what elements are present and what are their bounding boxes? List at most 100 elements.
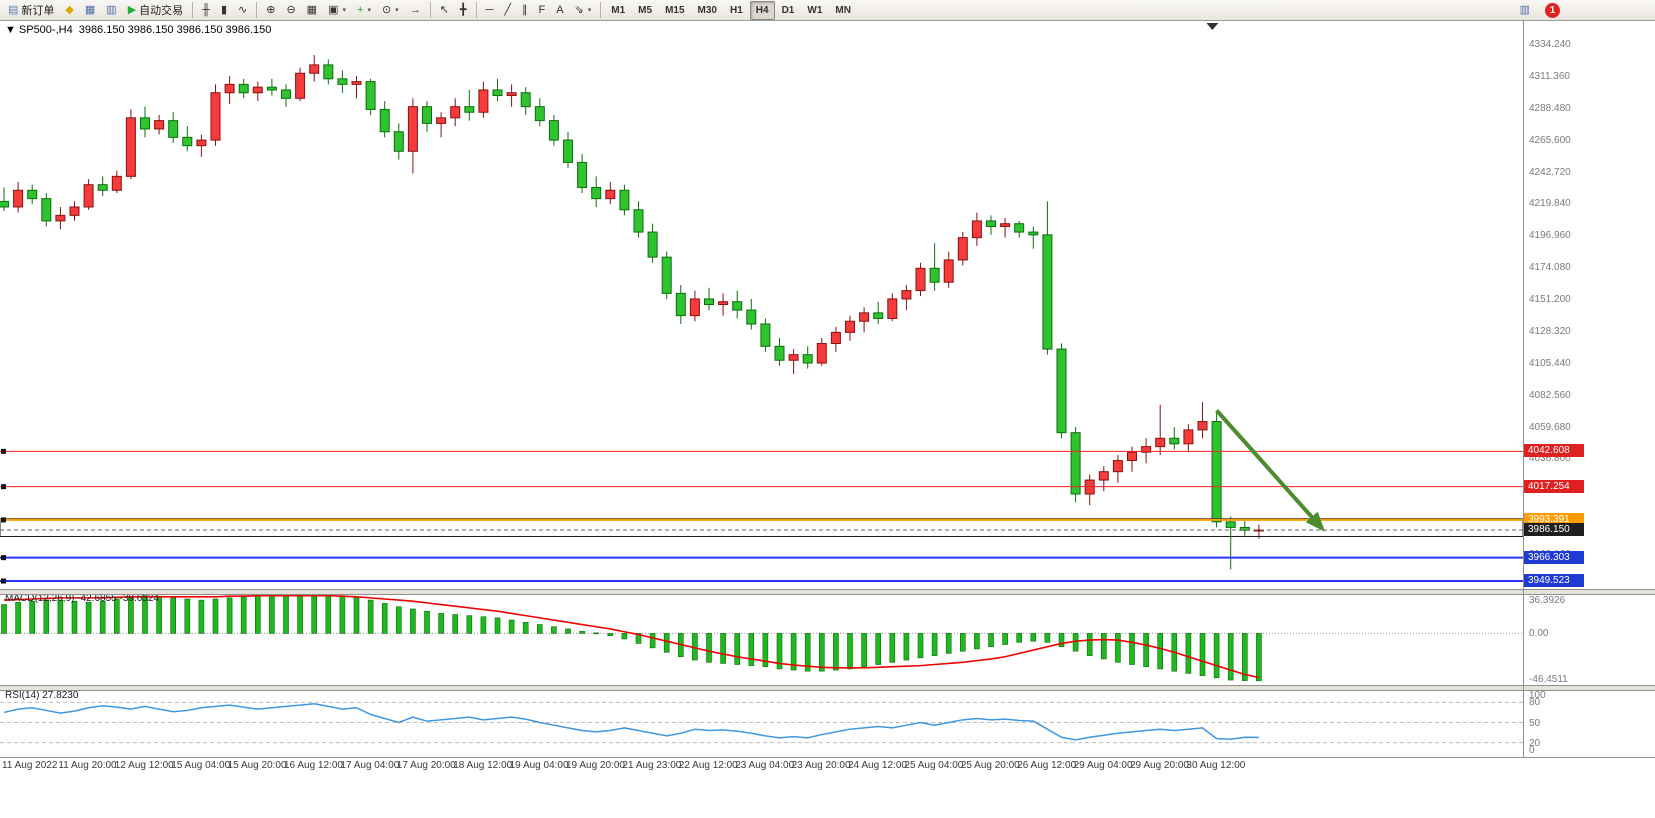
time-label: 23 Aug 20:00: [791, 760, 851, 771]
collapse-icon[interactable]: ▼: [5, 24, 16, 36]
candle-body: [675, 292, 686, 317]
macd-histogram-bar: [297, 593, 303, 634]
macd-histogram-bar: [99, 600, 106, 634]
tf-button-w1[interactable]: W1: [807, 4, 823, 16]
price-label: 4334.240: [1529, 39, 1571, 51]
text-icon[interactable]: A: [551, 0, 568, 20]
candlestick-chart-icon[interactable]: ▮: [216, 0, 232, 20]
macd-histogram-bar: [410, 608, 416, 634]
candle-body: [788, 354, 799, 361]
arrange-windows-icon[interactable]: ▣ ▾: [323, 0, 351, 20]
macd-histogram-bar: [339, 595, 346, 634]
auto-trading-button[interactable]: ▶ 自动交易: [123, 0, 188, 20]
dropdown-arrow-icon[interactable]: ▾: [587, 7, 592, 14]
price-zone-rectangle[interactable]: [0, 518, 1524, 537]
hlines-layer[interactable]: [0, 448, 1523, 584]
price-label: 4288.480: [1529, 102, 1571, 114]
candle-body: [422, 106, 432, 124]
tf-button-m5[interactable]: M5: [638, 4, 653, 16]
tf-button-d1[interactable]: D1: [781, 4, 795, 16]
horizontal-line-icon[interactable]: ─: [481, 0, 499, 20]
tile-windows-icon[interactable]: ▦: [302, 0, 322, 20]
candle-body: [154, 120, 165, 130]
arrows-icon[interactable]: ⇘ ▾: [570, 0, 597, 20]
rsi-scale-label: 100: [1529, 690, 1546, 701]
price-axis-border: [1523, 21, 1524, 757]
macd-histogram-bar: [1115, 633, 1121, 663]
period-icon[interactable]: ⊙ ▾: [377, 0, 404, 20]
notification-badge[interactable]: 1: [1545, 3, 1560, 18]
chart-shift-marker[interactable]: [1206, 23, 1219, 30]
market-watch-icon[interactable]: ▦: [80, 0, 100, 20]
tf-button-h1[interactable]: H1: [729, 4, 743, 16]
macd-pane: [0, 593, 1523, 682]
down-arrow-annotation[interactable]: [1215, 409, 1326, 532]
candle-body: [125, 117, 136, 177]
macd-histogram-bar: [1002, 633, 1008, 645]
candle-body: [0, 200, 9, 208]
tf-button-m15[interactable]: M15: [665, 4, 685, 16]
history-center-icon[interactable]: ◆: [60, 0, 78, 20]
price-label: 4196.960: [1529, 230, 1571, 242]
fibonacci-icon[interactable]: F: [533, 0, 550, 20]
macd-pane-splitter[interactable]: [0, 589, 1655, 595]
channel-icon[interactable]: ∥: [517, 0, 533, 20]
macd-histogram-bar: [424, 610, 430, 634]
zoom-in-icon[interactable]: ⊕: [261, 0, 280, 20]
macd-histogram-bar: [71, 600, 78, 634]
chart-shift-icon[interactable]: →: [405, 0, 426, 20]
macd-histogram-bar: [776, 633, 783, 670]
navigator-icon[interactable]: ▥: [101, 0, 121, 20]
candle-body: [520, 92, 531, 108]
tf-button-m30[interactable]: M30: [697, 4, 717, 16]
chart-area[interactable]: ▼ SP500-,H4 3986.150 3986.150 3986.150 398…: [0, 21, 1655, 818]
candle-body: [252, 86, 263, 94]
tf-button-h4[interactable]: H4: [749, 0, 775, 20]
macd-histogram-bar: [1256, 633, 1262, 682]
add-indicator-icon[interactable]: + ▾: [352, 0, 376, 20]
crosshair-icon[interactable]: ╋: [455, 0, 472, 20]
time-label: 25 Aug 04:00: [904, 760, 964, 771]
toolbar-right-cluster: ▥ 1: [1515, 2, 1560, 19]
candle-body: [238, 83, 249, 94]
dropdown-arrow-icon[interactable]: ▾: [395, 7, 399, 14]
candle-body: [591, 186, 602, 200]
candle-body: [1014, 223, 1025, 233]
dropdown-arrow-icon[interactable]: ▾: [367, 7, 371, 14]
new-order-button[interactable]: ▤ 新订单: [3, 0, 59, 20]
time-label: 19 Aug 04:00: [509, 760, 569, 771]
trendline-icon[interactable]: ╱: [499, 0, 516, 20]
line-chart-icon[interactable]: ∿: [233, 0, 252, 20]
macd-histogram-bar: [142, 595, 148, 634]
candle-body: [1056, 348, 1067, 434]
macd-histogram-bar: [593, 632, 600, 635]
bar-chart-icon[interactable]: ╫: [197, 0, 215, 20]
candle-body: [13, 189, 24, 208]
macd-histogram-bar: [466, 615, 473, 634]
macd-histogram-bar: [889, 633, 896, 663]
zoom-out-icon[interactable]: ⊖: [281, 0, 300, 20]
terminal-icon[interactable]: ▥: [1515, 1, 1535, 21]
market-watch-icon: ▦: [84, 3, 96, 16]
chart-canvas[interactable]: [0, 21, 1655, 757]
dropdown-arrow-icon[interactable]: ▾: [342, 7, 346, 14]
time-axis-border: [0, 757, 1655, 758]
tf-button-mn[interactable]: MN: [835, 4, 851, 16]
line-handle: [1, 484, 6, 490]
macd-histogram-bar: [931, 633, 938, 656]
cursor-icon[interactable]: ↖: [435, 0, 454, 20]
price-label: 4036.800: [1529, 453, 1571, 465]
tf-button-m1[interactable]: M1: [611, 4, 626, 16]
macd-histogram-bar: [762, 633, 769, 668]
rsi-pane-splitter[interactable]: [0, 685, 1655, 691]
macd-histogram-bar: [85, 602, 92, 634]
macd-histogram-bar: [875, 633, 882, 665]
candle-body: [337, 78, 348, 85]
macd-histogram-bar: [1129, 633, 1135, 665]
candle-body: [266, 86, 277, 91]
candle-body: [492, 89, 503, 97]
macd-histogram-bar: [15, 602, 21, 634]
candle-body: [971, 220, 982, 239]
macd-histogram-bar: [551, 626, 557, 634]
